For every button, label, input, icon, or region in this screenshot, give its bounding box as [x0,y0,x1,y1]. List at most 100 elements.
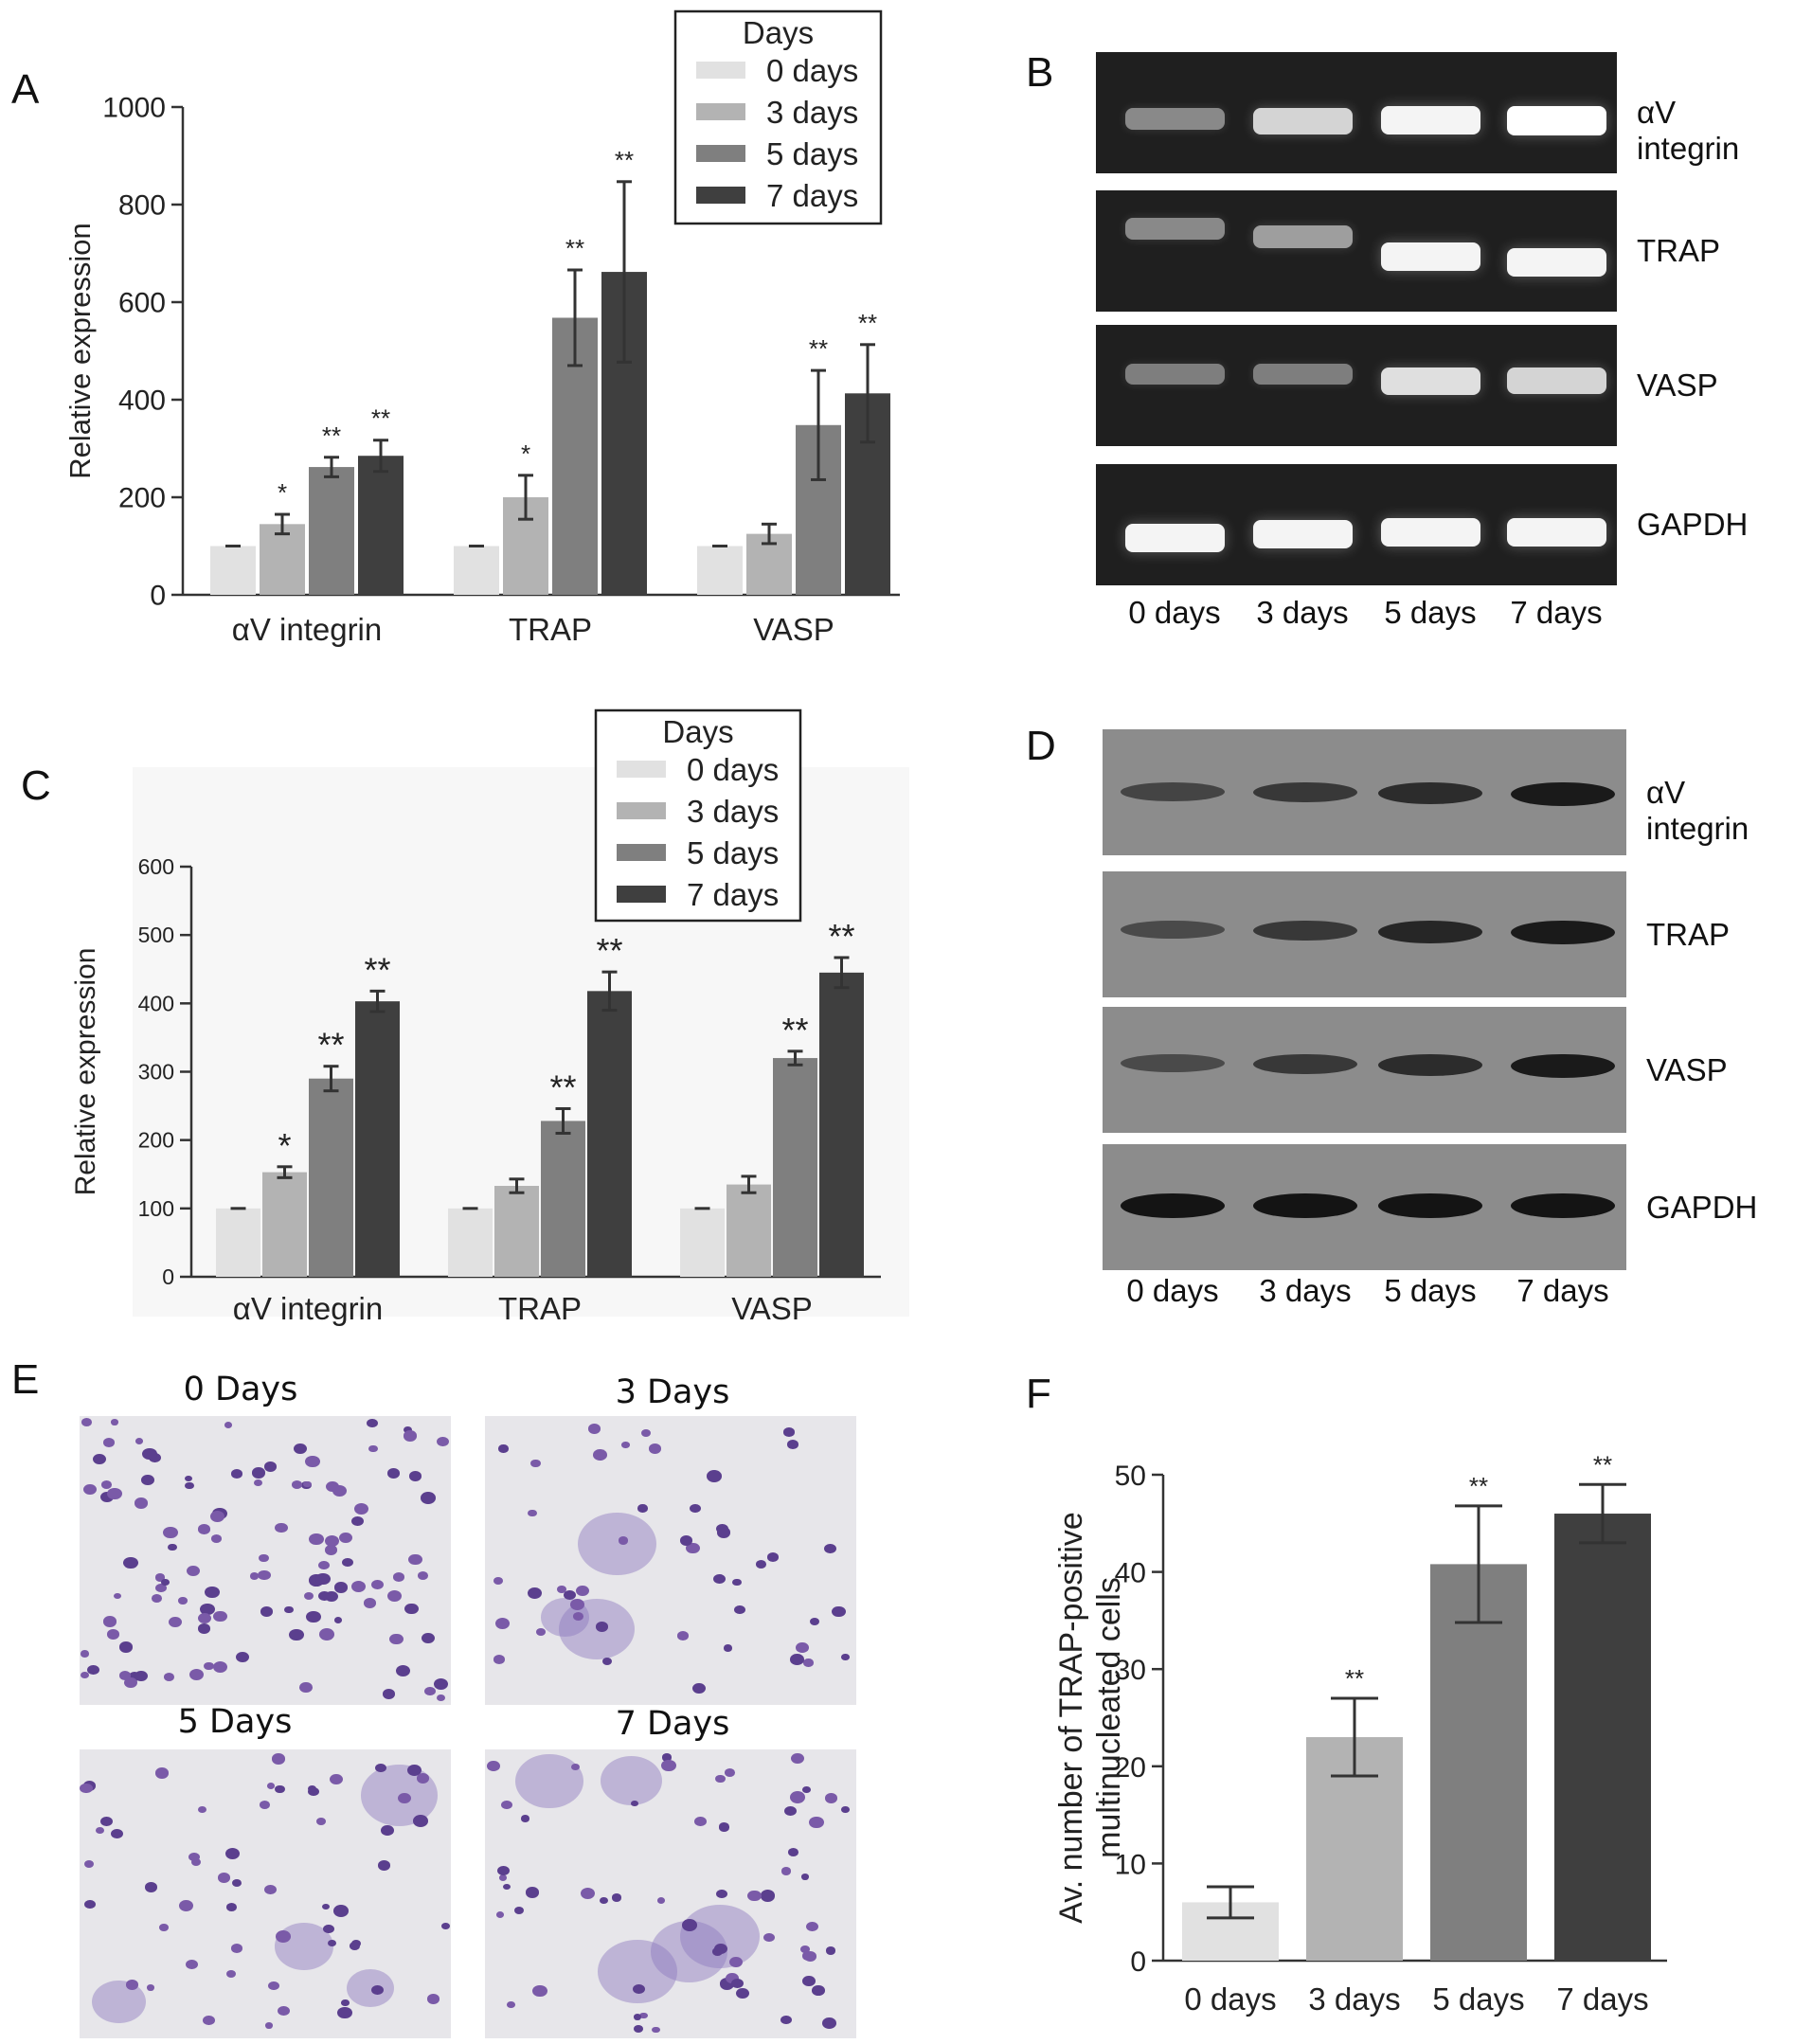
cell-nucleus [502,1883,511,1891]
cell-nucleus [350,1580,367,1593]
cell-nucleus [529,1459,541,1468]
cell-nucleus [100,1817,114,1827]
legend-swatch [617,761,666,778]
band [1511,1053,1615,1079]
x-category-label: 0 days [1184,1981,1276,2017]
cell-nucleus [103,1438,116,1447]
cell-nucleus [571,1763,581,1770]
cell-nucleus [306,1611,321,1623]
lane-label: 7 days [1516,1273,1609,1308]
cell-nucleus [500,1800,512,1810]
cell-nucleus [535,1987,546,1996]
cell-nucleus [825,1946,836,1955]
panel-letter-a: A [11,66,40,113]
cell-nucleus [111,1828,124,1839]
multinucleated-cell [679,1904,761,1969]
cell-nucleus [426,1994,440,2004]
cell-nucleus [83,1859,95,1869]
cell-nucleus [525,1887,540,1899]
cell-nucleus [198,1613,212,1624]
bar [819,972,864,1277]
cell-nucleus [557,1586,566,1594]
gel-target-label: GAPDH [1646,1189,1758,1225]
y-tick-label: 10 [1115,1849,1146,1880]
cell-nucleus [367,1419,378,1428]
cell-nucleus [520,1815,530,1823]
band [1380,242,1480,272]
cell-nucleus [260,1606,274,1617]
cell-nucleus [535,1628,546,1637]
cell-nucleus [154,1767,170,1780]
cell-nucleus [656,1896,666,1904]
band [1121,1053,1225,1072]
significance-marker: ** [858,309,877,337]
cell-nucleus [236,1651,250,1662]
cell-nucleus [802,1975,816,1986]
bar [309,467,354,595]
micrograph-title: 7 Days [615,1705,730,1743]
legend-swatch [696,145,745,162]
cell-nucleus [832,1605,846,1618]
bar [216,1208,260,1277]
cell-nucleus [398,1793,412,1804]
lane-label: 3 days [1259,1273,1352,1308]
cell-nucleus [217,1873,231,1883]
cell-nucleus [632,1983,646,1995]
bar [697,546,743,595]
gel-strip [1103,729,1626,855]
cell-nucleus [434,1677,449,1690]
cell-nucleus [725,1972,739,1983]
cell-nucleus [230,1469,243,1479]
cell-nucleus [164,1673,175,1682]
micrograph-title: 3 Days [615,1373,730,1411]
bar [454,546,499,595]
cell-nucleus [493,1655,506,1665]
cell-nucleus [168,1616,182,1627]
cell-nucleus [495,1911,505,1919]
bar [494,1186,539,1277]
cell-nucleus [86,1664,100,1676]
micrograph-title: 0 Days [183,1371,298,1408]
cell-nucleus [134,1497,149,1510]
cell-nucleus [231,1878,242,1888]
cell-nucleus [319,1627,335,1641]
cell-nucleus [276,1930,292,1943]
cell-nucleus [294,1443,307,1455]
x-category-label: TRAP [498,1291,582,1326]
significance-marker: ** [781,1011,808,1049]
cell-nucleus [789,1790,805,1803]
band [1121,920,1225,939]
cell-nucleus [186,1959,199,1970]
y-tick-label: 100 [138,1196,174,1221]
cell-nucleus [796,1642,809,1653]
band [1378,920,1482,943]
cell-nucleus [118,1671,131,1680]
cell-nucleus [259,1553,270,1563]
bar [1430,1564,1527,1961]
cell-nucleus [80,1783,93,1794]
y-tick-label: 0 [150,581,166,612]
cell-nucleus [637,1504,648,1513]
cell-nucleus [203,1661,214,1671]
gel-target-label: VASP [1637,368,1718,403]
significance-marker: * [278,478,287,507]
cell-nucleus [152,1594,163,1603]
band [1252,225,1353,249]
y-axis-label-line2: multinucleated cells [1091,1577,1127,1858]
cell-nucleus [339,1533,353,1544]
band [1380,518,1480,547]
cell-nucleus [123,1556,138,1569]
cell-nucleus [715,1774,726,1784]
y-tick-label: 40 [1115,1558,1146,1589]
legend-label: 0 days [766,53,858,88]
legend-label: 7 days [766,178,858,213]
cell-nucleus [101,1479,113,1489]
cell-nucleus [198,1524,211,1534]
significance-marker: ** [322,421,341,450]
cell-nucleus [198,1805,207,1814]
cell-nucleus [178,1597,188,1605]
cell-nucleus [141,1447,157,1461]
cell-nucleus [756,1560,767,1569]
cell-nucleus [96,1826,105,1835]
